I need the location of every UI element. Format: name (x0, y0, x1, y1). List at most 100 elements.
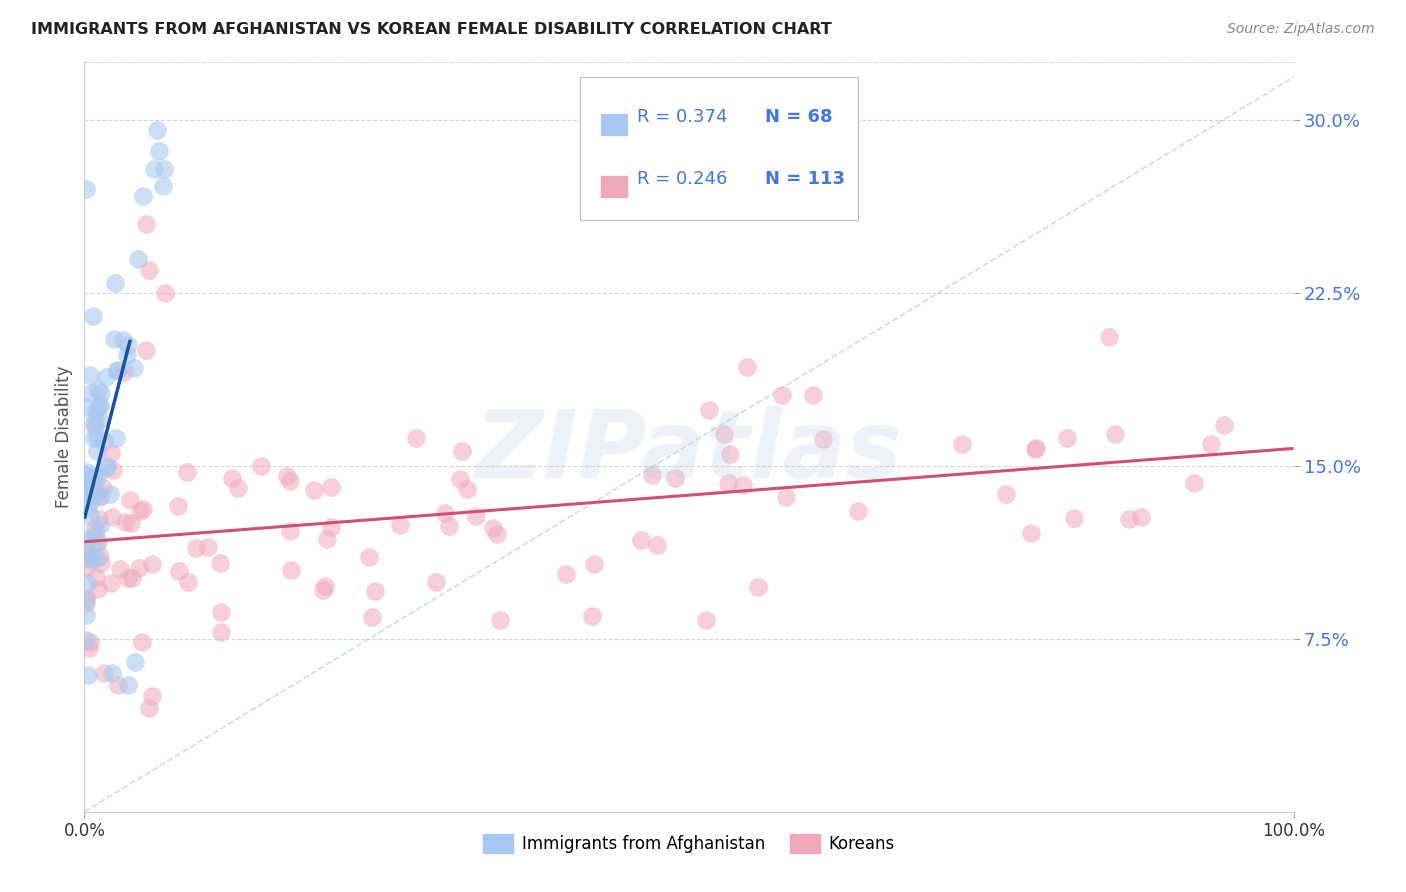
Point (90, 386, 112, 401)
Point (80, 550, 103, 565)
Text: IMMIGRANTS FROM AFGHANISTAN VS KOREAN FEMALE DISABILITY CORRELATION CHART: IMMIGRANTS FROM AFGHANISTAN VS KOREAN FE… (31, 22, 832, 37)
Point (77, 501, 100, 516)
Point (87, 512, 110, 526)
Point (127, 252, 149, 267)
Point (82, 309, 104, 323)
Point (107, 678, 129, 692)
Point (141, 557, 163, 571)
Point (311, 583, 333, 598)
Point (87, 399, 110, 413)
Point (641, 468, 664, 483)
Point (364, 583, 387, 598)
Point (276, 469, 298, 483)
Point (465, 508, 488, 523)
Point (717, 476, 740, 491)
Point (450, 444, 472, 458)
Point (132, 188, 155, 202)
Point (731, 478, 754, 492)
Point (98, 487, 121, 501)
Point (100, 446, 122, 460)
FancyBboxPatch shape (581, 78, 858, 219)
Point (103, 332, 125, 346)
Point (83, 475, 105, 489)
Point (361, 609, 384, 624)
Point (117, 678, 139, 692)
Point (93, 666, 115, 681)
Point (664, 471, 686, 485)
Point (80, 486, 103, 500)
Point (1019, 525, 1042, 540)
Point (75, 400, 97, 414)
Point (86, 430, 108, 444)
Point (208, 557, 231, 571)
Point (101, 509, 124, 524)
Point (146, 122, 169, 136)
Point (449, 472, 471, 486)
Point (83, 521, 105, 535)
Point (747, 581, 769, 595)
Point (581, 608, 603, 623)
Point (83, 431, 105, 445)
Point (128, 560, 150, 574)
Legend: Immigrants from Afghanistan, Koreans: Immigrants from Afghanistan, Koreans (477, 827, 901, 860)
Point (153, 161, 176, 176)
Point (209, 624, 232, 639)
Point (104, 276, 127, 290)
Point (950, 437, 973, 451)
Point (135, 217, 157, 231)
Point (96, 458, 118, 473)
Point (86, 444, 108, 458)
Point (1098, 330, 1121, 344)
Point (226, 481, 249, 495)
Point (86, 550, 108, 565)
Point (104, 431, 127, 445)
Point (138, 263, 160, 277)
Point (1056, 431, 1078, 445)
Point (1213, 418, 1236, 433)
Point (75, 607, 97, 622)
Point (75, 547, 97, 561)
Point (89, 412, 111, 426)
Point (482, 521, 505, 535)
Point (221, 471, 243, 485)
Point (120, 493, 142, 508)
Point (141, 690, 163, 704)
Point (302, 483, 325, 498)
Point (314, 579, 336, 593)
Point (79, 368, 101, 382)
Point (105, 364, 128, 378)
Point (87, 533, 110, 548)
Point (801, 388, 824, 402)
Point (995, 487, 1018, 501)
Point (76, 472, 98, 486)
Point (83, 527, 105, 541)
Point (86, 404, 108, 418)
Point (176, 574, 198, 589)
Point (167, 500, 190, 514)
Point (184, 541, 207, 556)
FancyBboxPatch shape (600, 176, 627, 197)
Point (89, 556, 111, 570)
Point (319, 480, 342, 494)
Point (148, 144, 170, 158)
Point (319, 519, 342, 533)
Point (87, 469, 110, 483)
Point (152, 179, 174, 194)
Point (89, 489, 111, 503)
Point (405, 431, 427, 445)
Point (135, 343, 157, 357)
Point (76, 576, 98, 591)
Point (86, 582, 108, 596)
Point (583, 558, 606, 572)
Point (630, 533, 652, 547)
Point (115, 348, 138, 362)
Point (82, 490, 104, 504)
Point (105, 362, 128, 376)
Point (357, 549, 380, 564)
Point (1063, 511, 1085, 525)
Point (75, 633, 97, 648)
Point (250, 459, 273, 474)
Text: R = 0.374: R = 0.374 (637, 108, 727, 126)
Point (86, 536, 108, 550)
Point (437, 519, 460, 533)
